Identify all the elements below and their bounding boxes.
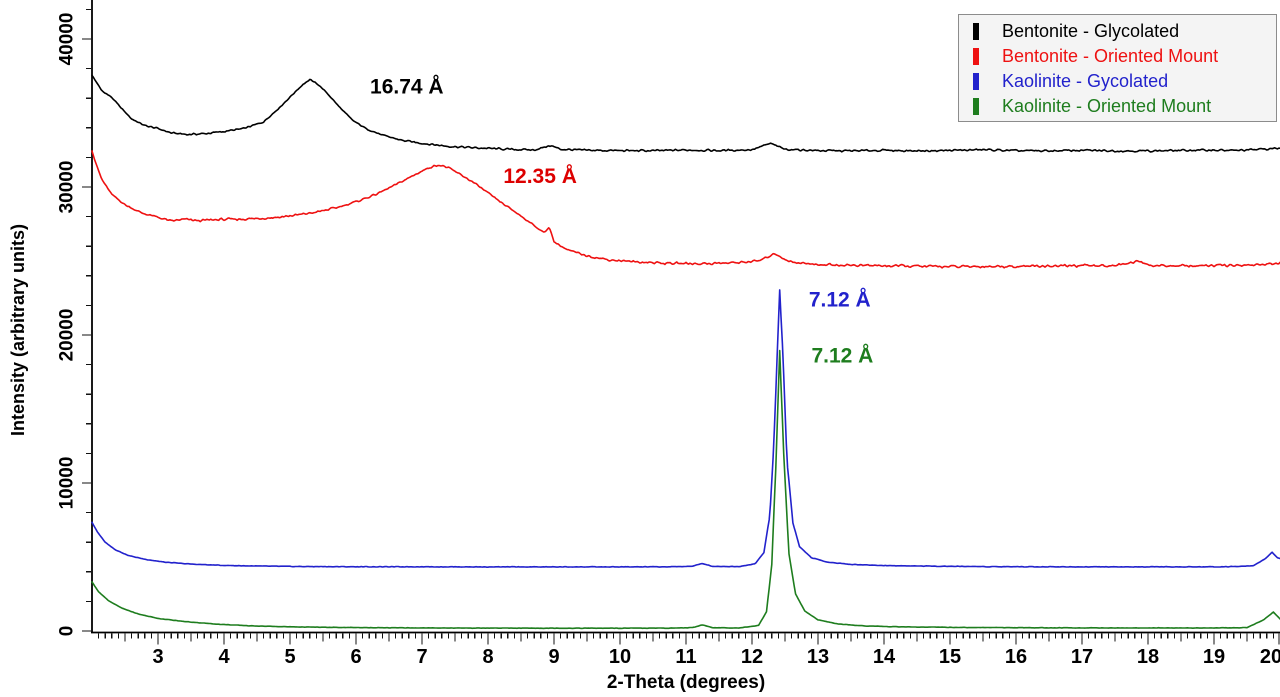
y-tick-label: 0 <box>57 626 78 637</box>
x-tick-label: 17 <box>1071 646 1093 668</box>
legend: Bentonite - Glycolated Bentonite - Orient… <box>958 14 1277 122</box>
y-tick-labels: 0 10000 20000 30000 40000 <box>57 13 78 637</box>
x-tick-label: 19 <box>1203 646 1225 668</box>
x-tick-label: 20 <box>1260 646 1280 668</box>
series-line-bentonite-glycolated <box>91 74 1280 153</box>
legend-label: Kaolinite - Oriented Mount <box>1002 96 1212 116</box>
legend-item-kaolinite-oriented-mount: Kaolinite - Oriented Mount <box>959 94 1276 119</box>
y-tick-label: 40000 <box>57 13 78 66</box>
y-tick-label: 30000 <box>57 161 78 214</box>
x-tick-label: 4 <box>218 646 230 668</box>
series-line-kaolinite-oriented-mount <box>91 349 1280 630</box>
y-tick-label: 10000 <box>57 457 78 510</box>
legend-item-kaolinite-gycolated: Kaolinite - Gycolated <box>959 69 1276 94</box>
x-tick-label: 15 <box>939 646 961 668</box>
peak-annotation: 12.35 Å <box>503 164 577 188</box>
peak-annotation: 7.12 Å <box>811 344 873 368</box>
legend-marker-icon <box>973 73 979 90</box>
series-line-bentonite-oriented-mount <box>91 150 1280 269</box>
x-tick-label: 8 <box>482 646 493 668</box>
series-line-kaolinite-gycolated <box>91 289 1280 568</box>
x-tick-label: 6 <box>350 646 361 668</box>
x-tick-label: 13 <box>807 646 829 668</box>
x-tick-label: 18 <box>1137 646 1159 668</box>
legend-label: Bentonite - Glycolated <box>1002 21 1180 41</box>
legend-label: Bentonite - Oriented Mount <box>1002 46 1219 66</box>
legend-item-bentonite-glycolated: Bentonite - Glycolated <box>959 19 1276 44</box>
x-tick-labels: 3 4 5 6 7 8 9 10 11 12 13 14 15 16 17 18 19 20 <box>152 646 1280 668</box>
x-tick-label: 11 <box>675 646 696 668</box>
peak-annotation: 7.12 Å <box>809 288 871 312</box>
legend-item-bentonite-oriented-mount: Bentonite - Oriented Mount <box>959 44 1276 69</box>
legend-label: Kaolinite - Gycolated <box>1002 71 1169 91</box>
legend-marker-icon <box>973 48 979 65</box>
x-tick-label: 9 <box>548 646 559 668</box>
x-tick-label: 12 <box>741 646 763 668</box>
x-tick-label: 7 <box>416 646 427 668</box>
x-axis-title: 2-Theta (degrees) <box>606 672 766 693</box>
legend-marker-icon <box>973 98 979 115</box>
legend-marker-icon <box>973 23 979 40</box>
y-ticks <box>82 8 91 632</box>
y-tick-label: 20000 <box>57 309 78 362</box>
x-tick-label: 5 <box>284 646 295 668</box>
x-tick-label: 16 <box>1005 646 1027 668</box>
x-tick-label: 10 <box>609 646 631 668</box>
x-ticks <box>97 633 1280 645</box>
x-tick-label: 3 <box>152 646 163 668</box>
x-tick-label: 14 <box>873 646 896 668</box>
y-axis-title: Intensity (arbitrary units) <box>8 223 28 437</box>
peak-annotation: 16.74 Å <box>370 75 444 99</box>
